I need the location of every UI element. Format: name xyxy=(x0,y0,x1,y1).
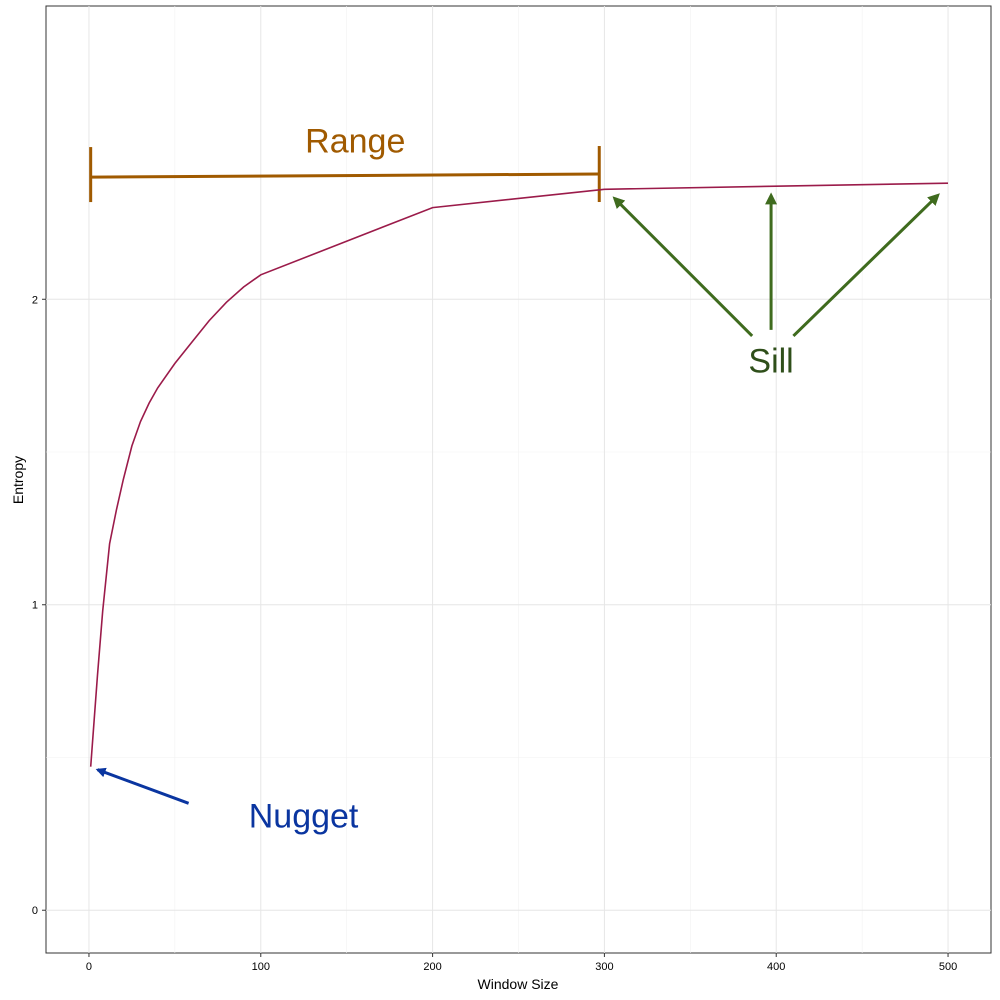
nugget-label: Nugget xyxy=(249,798,359,836)
grid-major xyxy=(46,6,991,953)
y-axis-title: Entropy xyxy=(10,456,26,504)
x-tick-label: 0 xyxy=(86,961,92,973)
y-tick-label: 0 xyxy=(32,905,38,917)
nugget-arrow xyxy=(95,767,190,805)
entropy-series-line xyxy=(89,182,949,767)
x-tick-label: 400 xyxy=(767,961,785,973)
x-tick-label: 300 xyxy=(595,961,613,973)
range-label: Range xyxy=(305,122,405,160)
y-axis: 0 1 2 xyxy=(32,294,46,917)
x-axis-title: Window Size xyxy=(478,976,559,992)
y-tick-label: 1 xyxy=(32,600,38,612)
y-tick-label: 2 xyxy=(32,294,38,306)
sill-label: Sill xyxy=(748,342,793,380)
sill-arrow xyxy=(612,196,754,337)
x-tick-label: 100 xyxy=(252,961,270,973)
x-tick-label: 500 xyxy=(939,961,957,973)
x-axis: 0 100 200 300 400 500 xyxy=(86,953,957,973)
sill-arrow xyxy=(792,193,940,337)
grid-minor xyxy=(46,6,991,953)
annotation-layer: Range Sill Nugget xyxy=(89,122,940,836)
range-line xyxy=(90,172,600,179)
x-tick-label: 200 xyxy=(423,961,441,973)
